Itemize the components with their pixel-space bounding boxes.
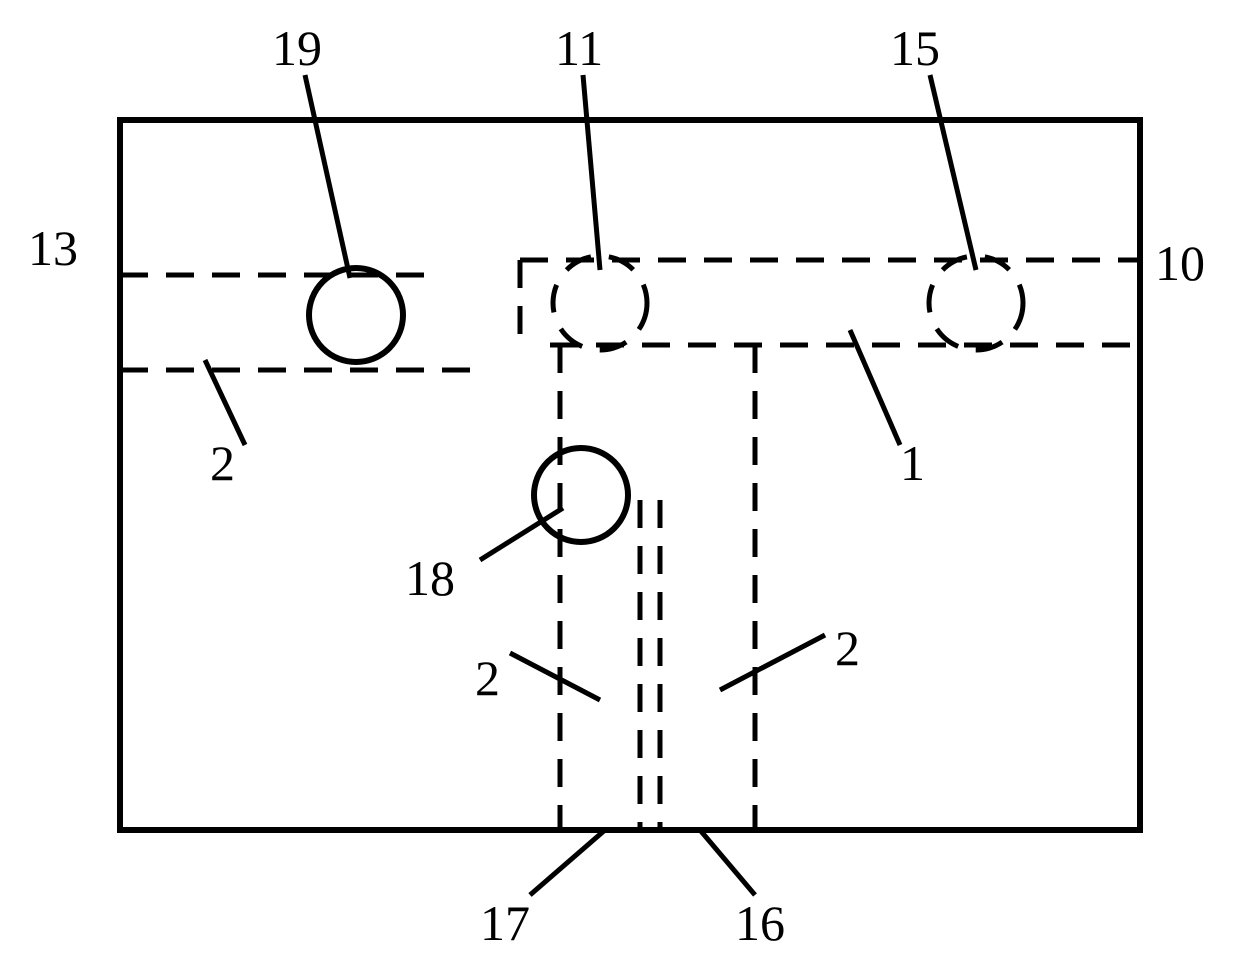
label-L2a: 2 bbox=[210, 435, 235, 491]
circle-c19 bbox=[309, 268, 403, 362]
leader-L17 bbox=[530, 830, 605, 895]
leader-L2c bbox=[720, 635, 825, 690]
diagram-root: 19 11 15 13 10 2 1 18 2 2 17 16 bbox=[0, 0, 1240, 953]
label-L1: 1 bbox=[900, 435, 925, 491]
label-L17: 17 bbox=[480, 895, 530, 951]
label-L19: 19 bbox=[272, 20, 322, 76]
leader-L11 bbox=[583, 75, 600, 270]
outer-rect bbox=[120, 120, 1140, 830]
leader-L2a bbox=[205, 360, 245, 445]
label-L2c: 2 bbox=[835, 620, 860, 676]
label-L13: 13 bbox=[28, 220, 78, 276]
leader-L15 bbox=[930, 75, 976, 270]
label-L16: 16 bbox=[735, 895, 785, 951]
circle-c18 bbox=[534, 448, 628, 542]
leader-L2b bbox=[510, 653, 600, 700]
label-L15: 15 bbox=[890, 20, 940, 76]
label-L2b: 2 bbox=[475, 650, 500, 706]
leader-L16 bbox=[700, 830, 755, 895]
label-L10: 10 bbox=[1155, 235, 1205, 291]
label-L18: 18 bbox=[405, 550, 455, 606]
label-L11: 11 bbox=[555, 20, 603, 76]
leader-L19 bbox=[305, 75, 350, 278]
circle-c11 bbox=[553, 256, 647, 350]
circle-c15 bbox=[929, 256, 1023, 350]
